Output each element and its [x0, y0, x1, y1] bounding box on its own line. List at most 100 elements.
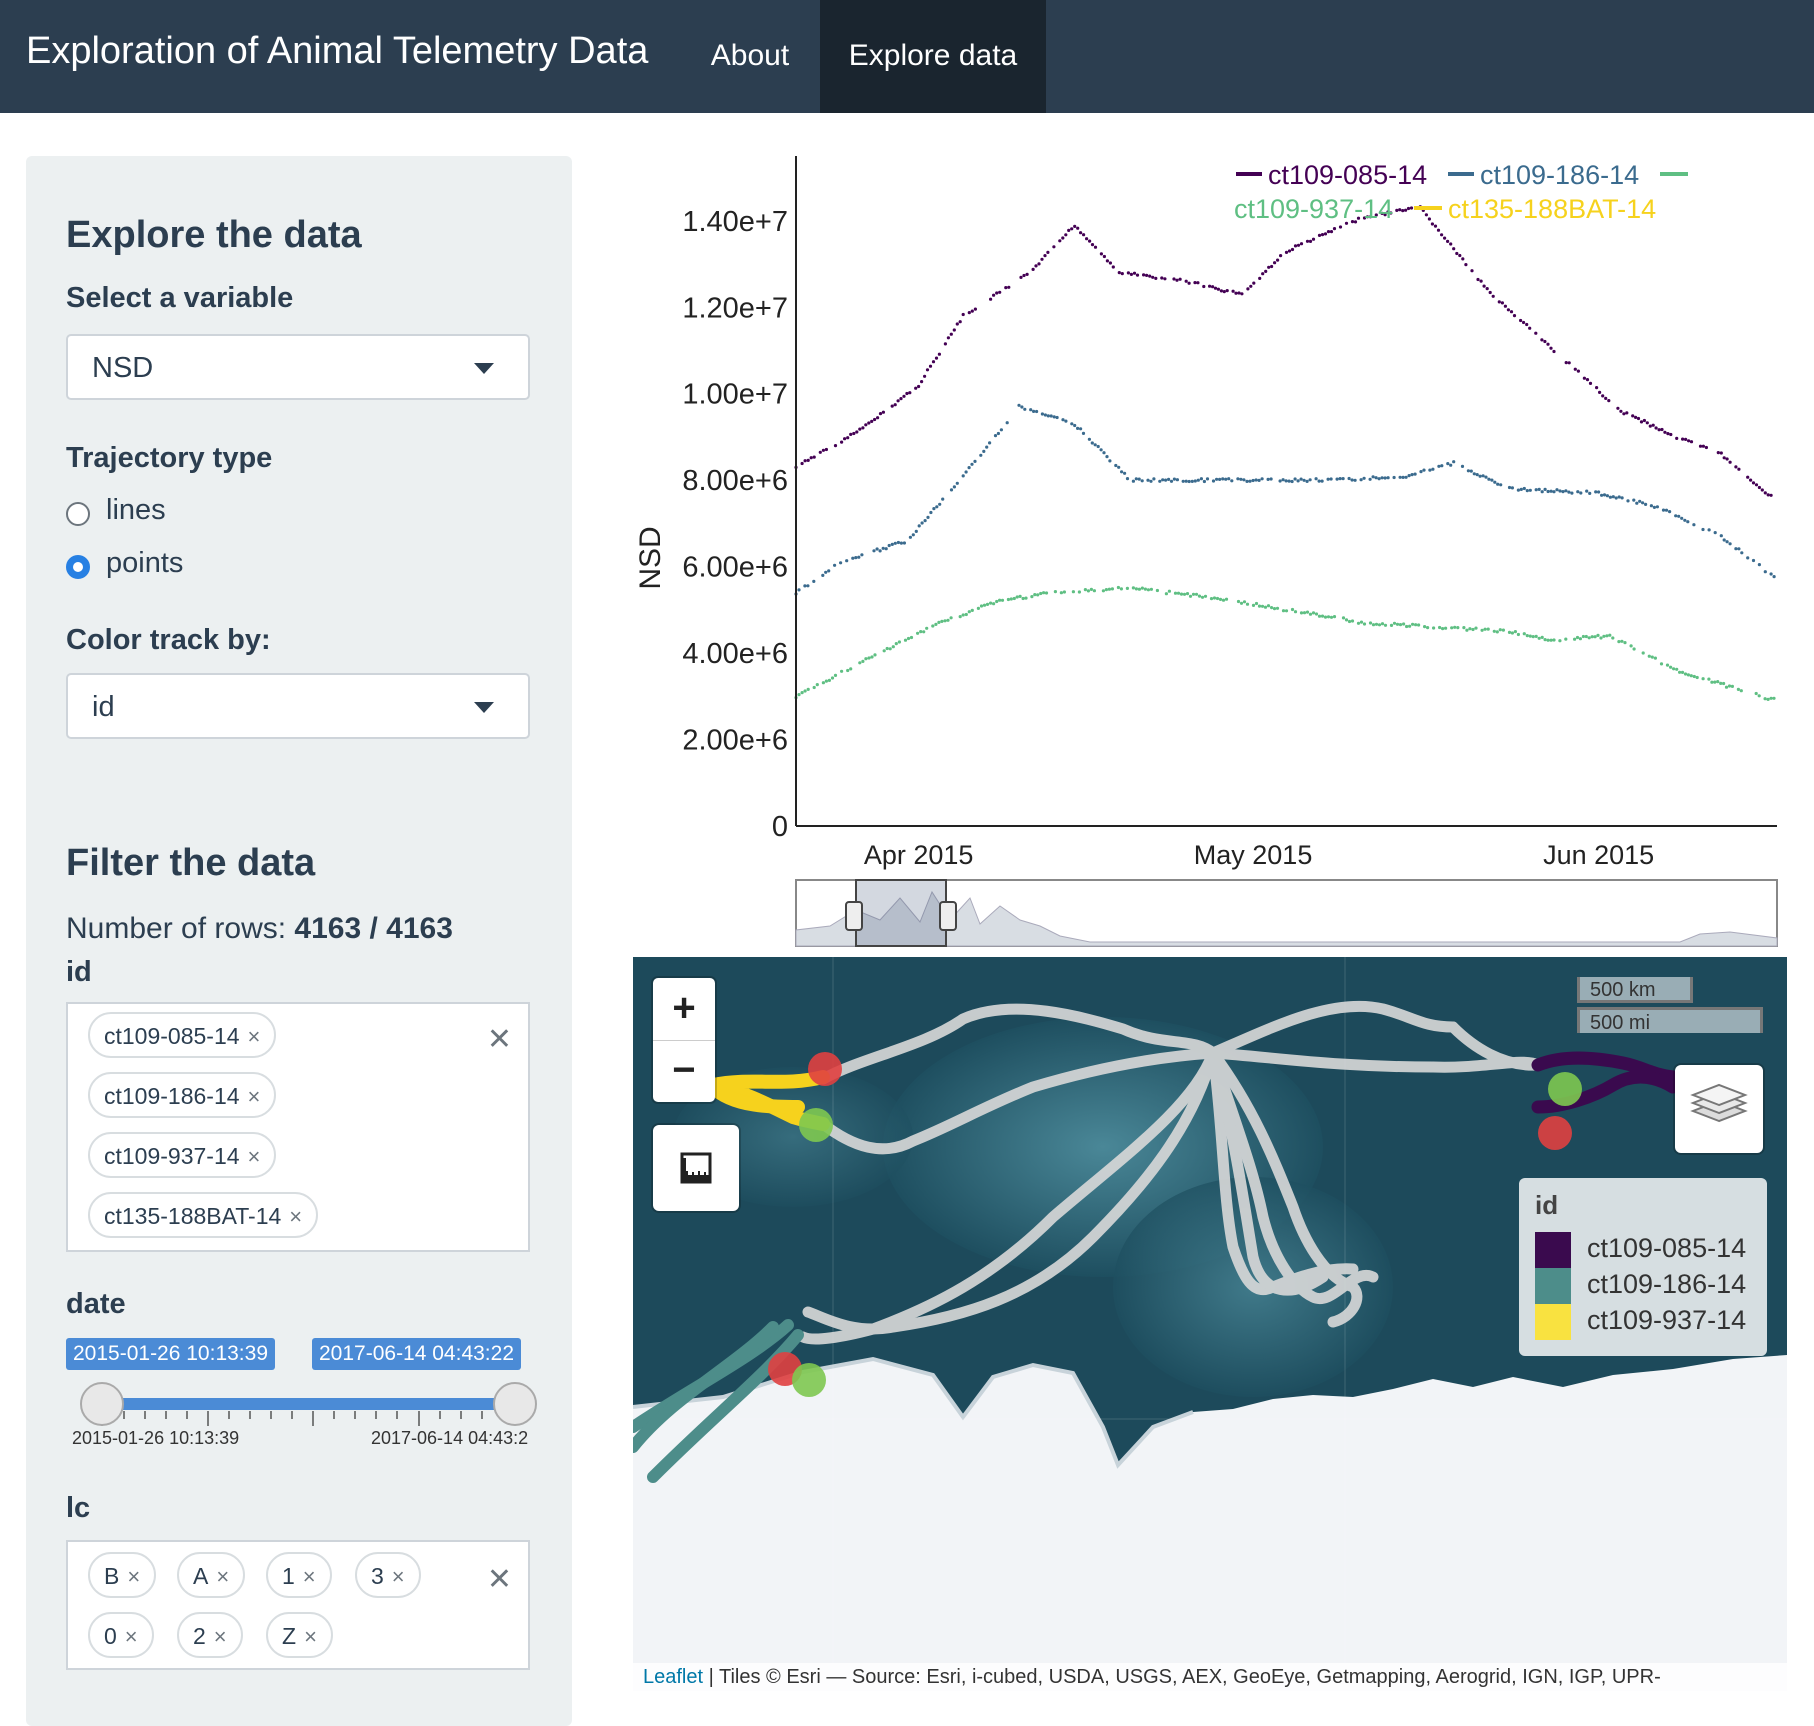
remove-icon[interactable]: ×: [124, 1624, 138, 1649]
legend-item[interactable]: ct135-188BAT-14: [1448, 194, 1656, 224]
remove-icon[interactable]: ×: [213, 1624, 227, 1649]
data-point: [1652, 505, 1656, 509]
radio-lines[interactable]: [66, 502, 90, 526]
measure-button[interactable]: [653, 1125, 739, 1211]
row-count-prefix: Number of rows:: [66, 912, 295, 945]
date-slider-track[interactable]: [58, 1364, 558, 1444]
tab-about[interactable]: About: [710, 39, 790, 72]
data-point: [1476, 277, 1480, 282]
date-max-label: 2017-06-14 04:43:2: [371, 1428, 529, 1448]
explore-heading: Explore the data: [66, 214, 362, 256]
data-point: [1698, 444, 1703, 448]
data-point: [1062, 590, 1066, 594]
data-point: [1537, 636, 1541, 640]
layers-control[interactable]: [1675, 1065, 1763, 1153]
id-tag[interactable]: ct135-188BAT-14 ×: [88, 1192, 319, 1238]
data-point: [902, 394, 906, 398]
data-point: [1564, 489, 1568, 493]
data-point: [1486, 627, 1490, 631]
remove-icon[interactable]: ×: [247, 1144, 261, 1169]
x-tick-label: Jun 2015: [1543, 840, 1654, 870]
data-point: [815, 683, 819, 687]
range-handle-right[interactable]: [939, 901, 957, 931]
data-point: [1701, 444, 1705, 448]
data-point: [964, 470, 968, 474]
remove-icon[interactable]: ×: [216, 1564, 230, 1589]
data-point: [1184, 279, 1188, 283]
lc-tag[interactable]: 3 ×: [355, 1552, 421, 1598]
lc-filter-input[interactable]: B × A × 1 × 3 × 0 × 2 × Z × ✕: [66, 1540, 530, 1670]
zoom-in-button[interactable]: +: [653, 978, 715, 1041]
zoom-out-button[interactable]: −: [672, 1048, 696, 1092]
data-point: [958, 615, 962, 619]
data-point: [946, 336, 950, 340]
remove-icon[interactable]: ×: [127, 1564, 141, 1589]
data-point: [1089, 587, 1093, 591]
lc-tag[interactable]: 2 ×: [177, 1612, 243, 1658]
data-point: [1245, 479, 1249, 483]
range-handle-left[interactable]: [845, 901, 863, 931]
data-point: [1049, 414, 1053, 418]
radio-lines-label[interactable]: lines: [106, 494, 166, 526]
x-tick-label: Apr 2015: [864, 840, 974, 870]
lc-tag[interactable]: 1 ×: [266, 1552, 332, 1598]
data-point: [911, 533, 915, 537]
remove-icon[interactable]: ×: [391, 1564, 405, 1589]
lc-tag[interactable]: 0 ×: [88, 1612, 154, 1658]
data-point: [970, 462, 974, 466]
data-point: [976, 606, 980, 610]
data-point: [1279, 254, 1283, 258]
id-tag[interactable]: ct109-937-14 ×: [88, 1132, 277, 1178]
lc-tag[interactable]: A ×: [177, 1552, 246, 1598]
tab-explore-data[interactable]: Explore data: [820, 0, 1046, 113]
remove-icon[interactable]: ×: [247, 1084, 261, 1109]
data-point: [1430, 222, 1434, 226]
data-point: [1757, 694, 1761, 698]
leaflet-map[interactable]: + − 500 km 500 mi id ct109-085-14 ct109-…: [633, 957, 1787, 1691]
data-point: [1160, 276, 1164, 280]
data-point: [839, 561, 843, 565]
data-point: [1669, 665, 1673, 669]
data-point: [970, 309, 974, 313]
date-range-slider[interactable]: [58, 1364, 558, 1444]
data-point: [1240, 292, 1244, 296]
radio-points[interactable]: [66, 555, 90, 579]
legend-item[interactable]: ct109-085-14: [1268, 160, 1427, 190]
lc-tag[interactable]: Z ×: [266, 1612, 333, 1658]
date-slider-handle-start[interactable]: [80, 1382, 124, 1426]
remove-icon[interactable]: ×: [304, 1624, 317, 1649]
variable-select[interactable]: NSD: [66, 334, 530, 400]
data-point: [1650, 655, 1654, 659]
data-point: [1737, 467, 1741, 471]
remove-icon[interactable]: ×: [302, 1564, 316, 1589]
remove-icon[interactable]: ×: [289, 1204, 303, 1229]
data-point: [1597, 490, 1601, 494]
data-point: [1176, 591, 1181, 595]
id-filter-input[interactable]: ct109-085-14 × ct109-186-14 × ct109-937-14…: [66, 1002, 530, 1252]
id-tag[interactable]: ct109-186-14 ×: [88, 1072, 277, 1118]
data-point: [955, 481, 959, 485]
data-point: [1242, 478, 1246, 482]
range-selector[interactable]: [795, 879, 1778, 947]
data-point: [999, 428, 1003, 432]
id-tag[interactable]: ct109-085-14 ×: [88, 1012, 277, 1058]
color-by-select[interactable]: id: [66, 673, 530, 739]
variable-label: Select a variable: [66, 282, 294, 314]
legend-item[interactable]: ct109-937-14: [1234, 194, 1393, 224]
date-slider-handle-end[interactable]: [493, 1382, 537, 1426]
lc-tag[interactable]: B ×: [88, 1552, 157, 1598]
nsd-plot[interactable]: 0 2.00e+6 4.00e+6 6.00e+6 8.00e+6 1.00e+7 1.20…: [620, 150, 1800, 960]
range-window[interactable]: [855, 879, 947, 947]
data-point: [1086, 589, 1090, 593]
data-point: [1193, 281, 1197, 285]
clear-icon[interactable]: ✕: [486, 1023, 512, 1056]
radio-points-label[interactable]: points: [106, 547, 184, 579]
leaflet-link[interactable]: Leaflet: [643, 1666, 704, 1688]
color-by-select-value: id: [92, 691, 115, 723]
remove-icon[interactable]: ×: [247, 1024, 261, 1049]
data-point: [989, 601, 993, 605]
clear-icon[interactable]: ✕: [486, 1563, 512, 1596]
data-point: [827, 569, 831, 573]
data-point: [922, 630, 926, 634]
legend-item[interactable]: ct109-186-14: [1480, 160, 1639, 190]
